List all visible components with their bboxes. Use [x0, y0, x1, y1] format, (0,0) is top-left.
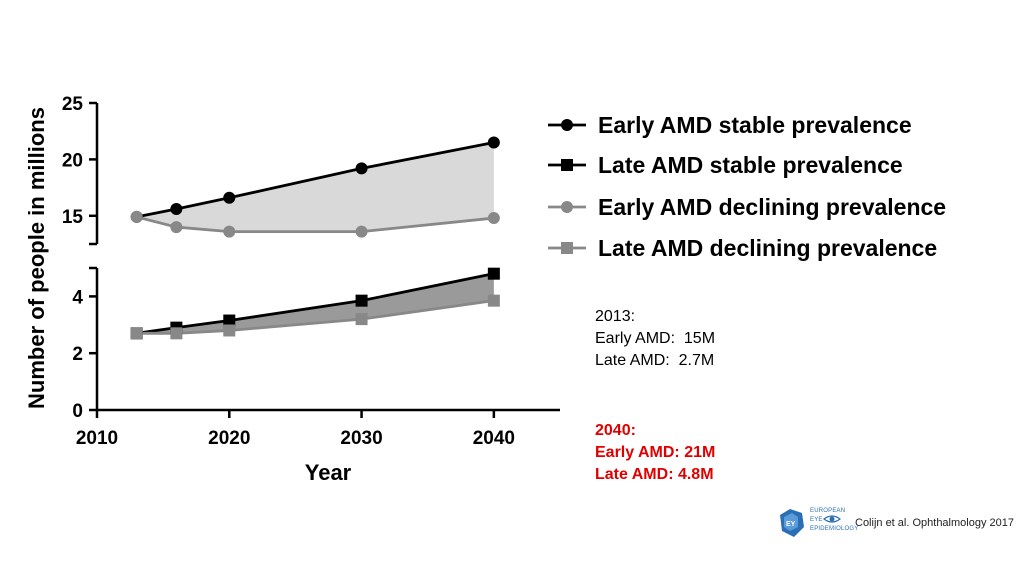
- data-point-3: [170, 327, 183, 340]
- logo-text: EUROPEAN EYE EPIDEMIOLOGY: [810, 507, 858, 534]
- legend-marker-0: [561, 119, 573, 131]
- y-tick-label: 4: [72, 287, 83, 308]
- early-amd-range-fill: [136, 142, 494, 232]
- data-point-2: [130, 210, 143, 223]
- note-2040-early: Early AMD: 21M: [595, 444, 716, 461]
- legend-label-1: Late AMD stable prevalence: [598, 152, 903, 178]
- citation: Colijn et al. Ophthalmology 2017: [855, 517, 1014, 529]
- x-tick-label: 2010: [76, 428, 118, 449]
- data-point-1: [487, 267, 500, 280]
- data-point-2: [223, 225, 236, 238]
- legend-marker-1: [561, 159, 573, 171]
- y-tick-label: 15: [62, 207, 84, 228]
- data-point-1: [223, 314, 236, 327]
- note-2040-title: 2040:: [595, 422, 636, 439]
- y-tick-label: 0: [72, 401, 83, 422]
- x-axis-title: Year: [305, 460, 352, 485]
- data-point-0: [170, 203, 183, 216]
- note-2013: 2013: Early AMD: 15M Late AMD: 2.7M: [595, 306, 715, 372]
- data-point-0: [223, 191, 236, 204]
- data-point-0: [487, 136, 500, 149]
- y-tick-label: 25: [62, 94, 84, 115]
- logo-line-1: EUROPEAN: [810, 508, 846, 514]
- data-point-2: [170, 221, 183, 234]
- legend-marker-2: [561, 201, 573, 213]
- data-point-2: [355, 225, 368, 238]
- note-2013-early: Early AMD: 15M: [595, 330, 716, 347]
- y-tick-label: 2: [72, 344, 83, 365]
- svg-text:EY: EY: [786, 521, 796, 528]
- data-point-0: [355, 162, 368, 175]
- data-point-2: [487, 212, 500, 225]
- legend-label-2: Early AMD declining prevalence: [598, 194, 946, 220]
- logo-line-3: EPIDEMIOLOGY: [810, 526, 859, 532]
- late-amd-range-fill: [136, 273, 494, 334]
- data-point-3: [130, 327, 143, 340]
- logo-line-2: EYE: [810, 517, 823, 523]
- note-2040: 2040: Early AMD: 21M Late AMD: 4.8M: [595, 420, 715, 486]
- x-tick-label: 2040: [473, 428, 515, 449]
- data-point-3: [487, 294, 500, 307]
- x-tick-label: 2020: [208, 428, 250, 449]
- note-2013-late: Late AMD: 2.7M: [595, 352, 715, 369]
- note-2040-late: Late AMD: 4.8M: [595, 466, 714, 483]
- legend-label-3: Late AMD declining prevalence: [598, 235, 937, 261]
- y-axis-title: Number of people in millions: [24, 107, 49, 409]
- eye-epidemiology-logo-icon: EY: [780, 509, 842, 537]
- legend-label-0: Early AMD stable prevalence: [598, 112, 912, 138]
- data-point-3: [355, 313, 368, 326]
- y-tick-label: 20: [62, 150, 83, 171]
- note-2013-title: 2013:: [595, 308, 636, 325]
- legend: Early AMD stable prevalence Late AMD stab…: [548, 112, 946, 261]
- data-point-1: [355, 294, 368, 307]
- data-point-3: [223, 324, 236, 337]
- legend-marker-3: [561, 242, 573, 254]
- x-tick-label: 2030: [340, 428, 382, 449]
